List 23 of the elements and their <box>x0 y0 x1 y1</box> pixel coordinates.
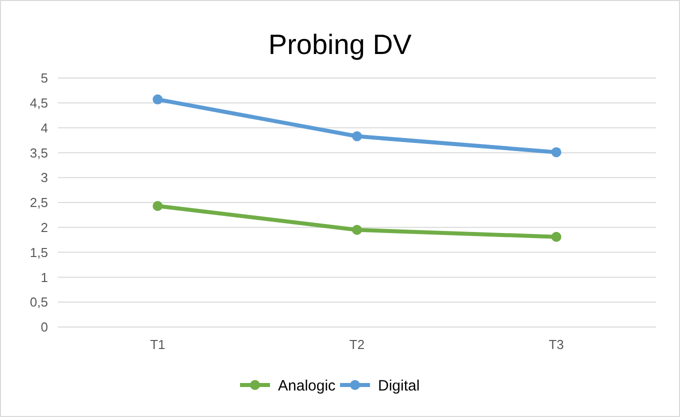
y-tick-label: 0 <box>40 320 48 335</box>
point <box>551 147 562 158</box>
point <box>352 131 362 142</box>
y-tick-label: 4 <box>40 120 48 136</box>
y-tick-label: 2,5 <box>30 195 48 210</box>
point <box>152 200 163 211</box>
point <box>352 224 362 235</box>
x-tick-label: T1 <box>150 337 166 352</box>
y-tick-label: 0,5 <box>30 294 48 310</box>
y-tick-label: 3 <box>40 170 48 186</box>
x-tick-label: T2 <box>349 337 365 352</box>
y-tick-label: 2 <box>40 220 48 235</box>
point <box>152 94 163 104</box>
chart-title: Probing DV <box>268 29 412 60</box>
point <box>551 232 562 242</box>
legend-label: Analogic <box>278 377 336 394</box>
y-tick-label: 1,5 <box>30 244 48 260</box>
y-tick-label: 1 <box>40 270 48 285</box>
y-tick-label: 5 <box>40 70 48 86</box>
y-tick-label: 4,5 <box>30 95 48 110</box>
legend-label: Digital <box>378 377 420 394</box>
x-tick-label: T3 <box>548 337 564 352</box>
y-tick-label: 3,5 <box>30 145 48 160</box>
